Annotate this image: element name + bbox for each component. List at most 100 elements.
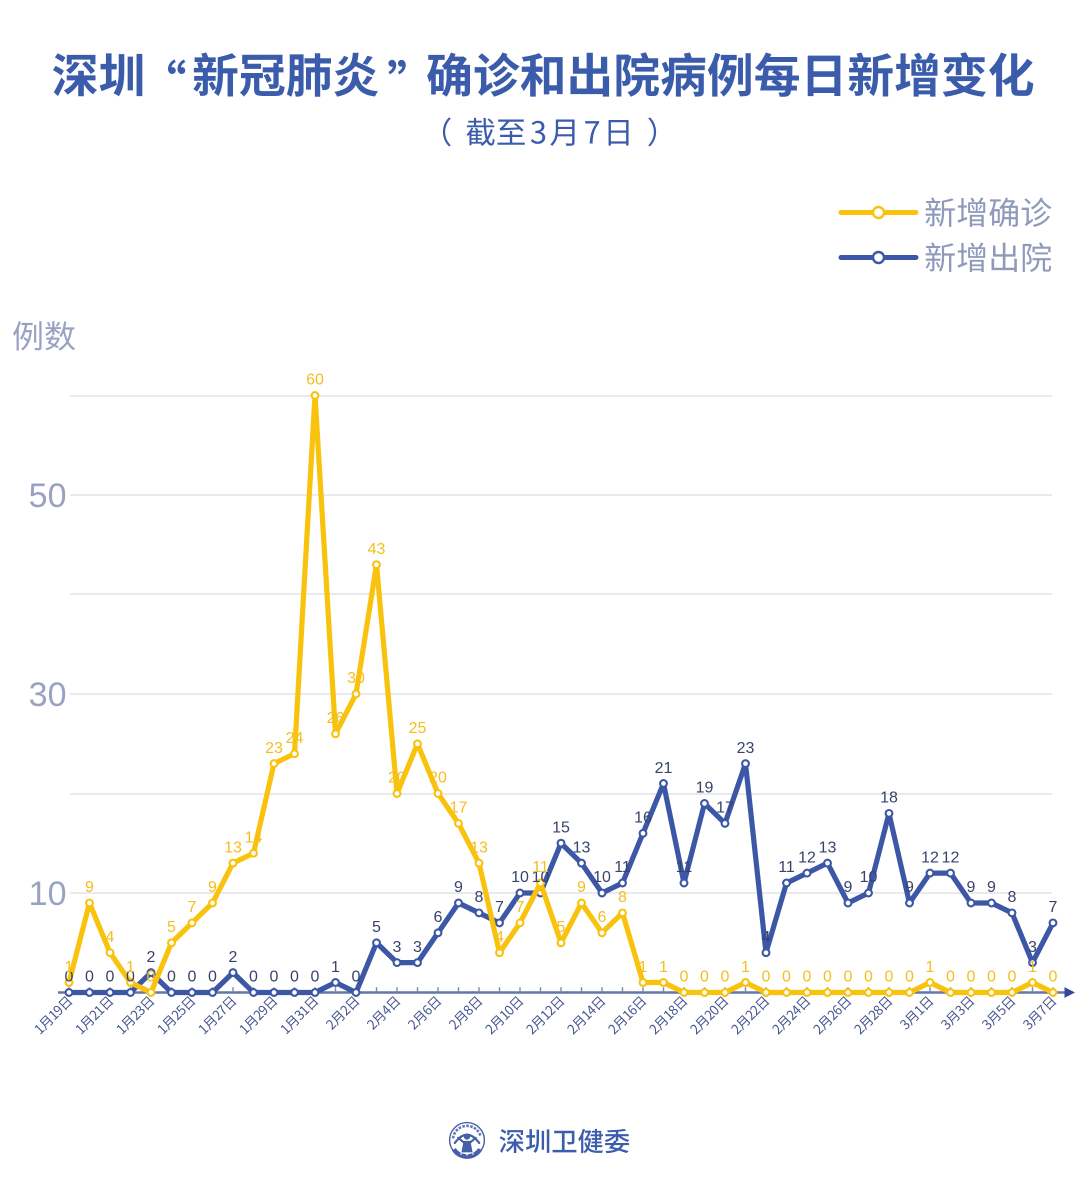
svg-text:17: 17 — [716, 800, 734, 817]
svg-text:13: 13 — [573, 839, 591, 856]
svg-text:0: 0 — [905, 969, 914, 986]
svg-text:20: 20 — [388, 770, 406, 787]
svg-text:0: 0 — [782, 969, 791, 986]
svg-text:0: 0 — [208, 969, 217, 986]
svg-text:0: 0 — [1008, 969, 1017, 986]
svg-text:0: 0 — [1049, 969, 1058, 986]
svg-text:0: 0 — [823, 969, 832, 986]
svg-text:1: 1 — [331, 959, 340, 976]
svg-text:10: 10 — [593, 869, 611, 886]
svg-text:30: 30 — [29, 676, 67, 714]
svg-text:13: 13 — [224, 839, 242, 856]
svg-text:0: 0 — [290, 969, 299, 986]
svg-text:4: 4 — [495, 929, 504, 946]
svg-text:14: 14 — [245, 829, 263, 846]
svg-text:12: 12 — [942, 849, 960, 866]
svg-text:12: 12 — [798, 849, 816, 866]
svg-text:4: 4 — [762, 929, 771, 946]
svg-text:9: 9 — [208, 879, 217, 896]
svg-text:11: 11 — [778, 859, 795, 876]
svg-text:0: 0 — [885, 969, 894, 986]
svg-text:0: 0 — [803, 969, 812, 986]
svg-text:0: 0 — [147, 969, 156, 986]
svg-text:0: 0 — [249, 969, 258, 986]
svg-text:3: 3 — [413, 939, 422, 956]
svg-text:9: 9 — [987, 879, 996, 896]
svg-text:0: 0 — [167, 969, 176, 986]
svg-text:2: 2 — [229, 949, 238, 966]
svg-text:6: 6 — [434, 909, 443, 926]
svg-text:10: 10 — [860, 869, 878, 886]
svg-text:11: 11 — [614, 859, 631, 876]
svg-text:7: 7 — [516, 899, 525, 916]
svg-text:9: 9 — [905, 879, 914, 896]
svg-text:50: 50 — [29, 477, 67, 515]
svg-text:5: 5 — [372, 919, 381, 936]
svg-text:8: 8 — [618, 889, 627, 906]
svg-text:0: 0 — [106, 969, 115, 986]
svg-text:7: 7 — [495, 899, 504, 916]
svg-text:21: 21 — [655, 760, 673, 777]
svg-text:23: 23 — [737, 740, 755, 757]
svg-text:19: 19 — [696, 780, 714, 797]
svg-text:0: 0 — [65, 969, 74, 986]
svg-text:0: 0 — [311, 969, 320, 986]
svg-text:0: 0 — [967, 969, 976, 986]
svg-text:1: 1 — [65, 959, 74, 976]
svg-text:13: 13 — [470, 839, 488, 856]
svg-text:43: 43 — [368, 541, 386, 558]
svg-text:0: 0 — [270, 969, 279, 986]
svg-text:2: 2 — [147, 949, 156, 966]
svg-text:1: 1 — [659, 959, 668, 976]
svg-text:8: 8 — [475, 889, 484, 906]
svg-text:5: 5 — [557, 919, 566, 936]
svg-text:30: 30 — [347, 670, 365, 687]
svg-text:0: 0 — [762, 969, 771, 986]
svg-text:0: 0 — [987, 969, 996, 986]
svg-text:26: 26 — [327, 710, 345, 727]
svg-text:20: 20 — [429, 770, 447, 787]
svg-text:0: 0 — [85, 969, 94, 986]
svg-text:11: 11 — [532, 859, 549, 876]
svg-text:0: 0 — [864, 969, 873, 986]
svg-text:24: 24 — [286, 730, 304, 747]
svg-text:10: 10 — [511, 869, 529, 886]
svg-text:0: 0 — [844, 969, 853, 986]
svg-text:1: 1 — [741, 959, 750, 976]
svg-text:9: 9 — [844, 879, 853, 896]
svg-text:3: 3 — [1028, 939, 1037, 956]
svg-text:60: 60 — [306, 372, 324, 389]
svg-text:0: 0 — [188, 969, 197, 986]
svg-text:5: 5 — [167, 919, 176, 936]
svg-text:1: 1 — [126, 959, 135, 976]
svg-text:1: 1 — [639, 959, 648, 976]
svg-text:1: 1 — [1028, 959, 1037, 976]
svg-text:15: 15 — [552, 820, 570, 837]
svg-text:1: 1 — [926, 959, 935, 976]
svg-text:10: 10 — [29, 875, 67, 913]
svg-text:0: 0 — [700, 969, 709, 986]
svg-text:0: 0 — [680, 969, 689, 986]
svg-text:8: 8 — [1008, 889, 1017, 906]
svg-text:16: 16 — [634, 810, 652, 827]
svg-text:23: 23 — [265, 740, 283, 757]
svg-text:9: 9 — [577, 879, 586, 896]
svg-text:7: 7 — [188, 899, 197, 916]
svg-text:9: 9 — [454, 879, 463, 896]
svg-text:17: 17 — [450, 800, 468, 817]
svg-text:0: 0 — [126, 969, 135, 986]
svg-text:0: 0 — [352, 969, 361, 986]
svg-text:3: 3 — [393, 939, 402, 956]
svg-text:4: 4 — [106, 929, 115, 946]
svg-text:12: 12 — [921, 849, 939, 866]
svg-text:18: 18 — [880, 790, 898, 807]
svg-text:0: 0 — [721, 969, 730, 986]
svg-text:9: 9 — [85, 879, 94, 896]
svg-text:9: 9 — [967, 879, 976, 896]
svg-text:25: 25 — [409, 720, 427, 737]
svg-text:11: 11 — [676, 859, 693, 876]
svg-text:0: 0 — [946, 969, 955, 986]
svg-text:13: 13 — [819, 839, 837, 856]
svg-text:10: 10 — [532, 869, 550, 886]
svg-text:6: 6 — [598, 909, 607, 926]
